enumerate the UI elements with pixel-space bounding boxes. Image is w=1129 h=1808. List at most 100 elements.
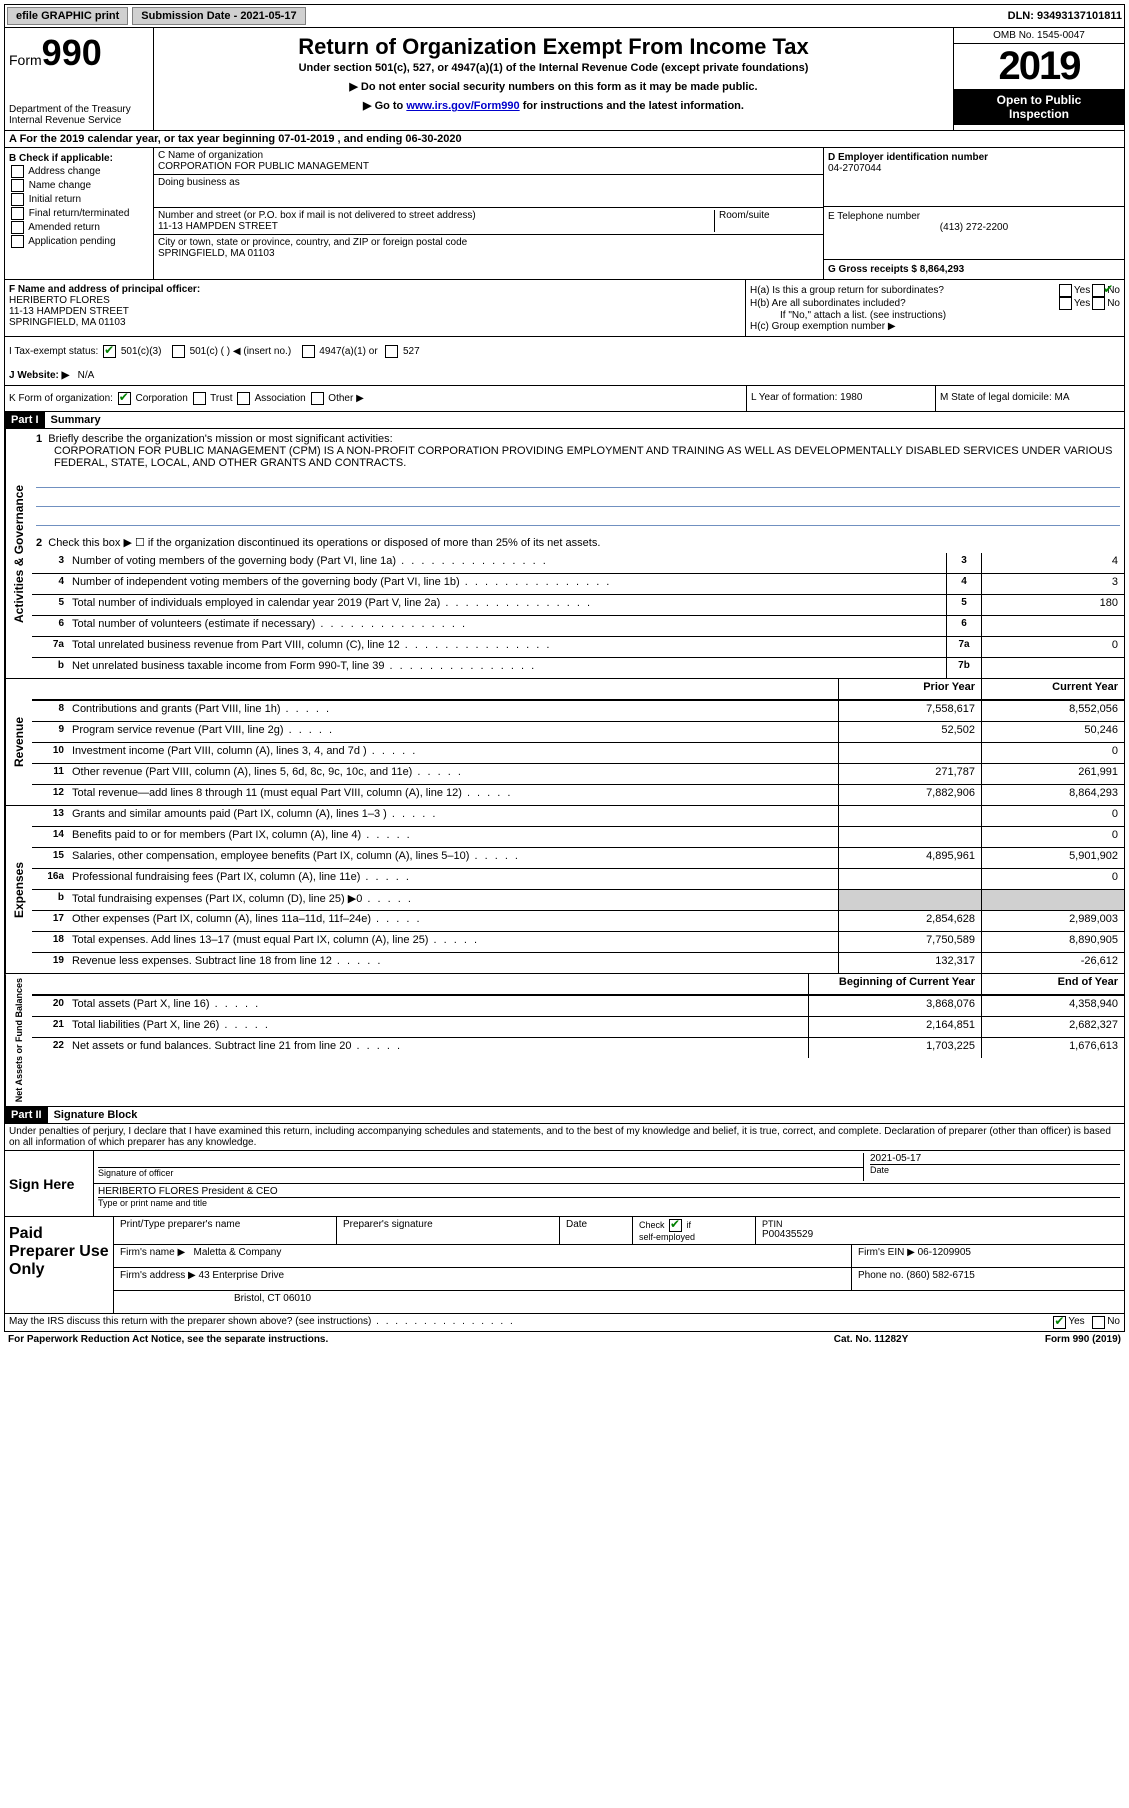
- table-row: 19 Revenue less expenses. Subtract line …: [32, 953, 1124, 973]
- officer-name-title: HERIBERTO FLORES President & CEO: [98, 1186, 1120, 1197]
- cat-number: Cat. No. 11282Y: [771, 1334, 971, 1345]
- vlabel-ag: Activities & Governance: [5, 429, 32, 678]
- discuss-row: May the IRS discuss this return with the…: [4, 1314, 1125, 1332]
- prep-date-label: Date: [560, 1217, 633, 1244]
- checkbox-amended[interactable]: [11, 221, 24, 234]
- bcy-header: Beginning of Current Year: [808, 974, 981, 994]
- efile-print-button[interactable]: efile GRAPHIC print: [7, 7, 128, 25]
- checkbox-501c[interactable]: [172, 345, 185, 358]
- table-row: 16a Professional fundraising fees (Part …: [32, 869, 1124, 890]
- checkbox-corp[interactable]: [118, 392, 131, 405]
- checkbox-4947[interactable]: [302, 345, 315, 358]
- vlabel-net: Net Assets or Fund Balances: [5, 974, 32, 1106]
- form-word: Form: [9, 52, 42, 68]
- prior-year-header: Prior Year: [838, 679, 981, 699]
- table-row: 13 Grants and similar amounts paid (Part…: [32, 806, 1124, 827]
- table-row: 7a Total unrelated business revenue from…: [32, 637, 1124, 658]
- ein-label: D Employer identification number: [828, 152, 988, 163]
- sig-date-label: Date: [870, 1164, 1120, 1175]
- pra-notice: For Paperwork Reduction Act Notice, see …: [8, 1334, 771, 1345]
- vlabel-expenses: Expenses: [5, 806, 32, 973]
- firm-ein: 06-1209905: [918, 1247, 971, 1258]
- group-return-info: H(a) Is this a group return for subordin…: [745, 280, 1124, 336]
- current-year-header: Current Year: [981, 679, 1124, 699]
- city-state-zip: SPRINGFIELD, MA 01103: [158, 248, 819, 259]
- checkbox-final-return[interactable]: [11, 207, 24, 220]
- header-left: Form990 Department of the Treasury Inter…: [5, 28, 154, 130]
- dln-label: DLN: 93493137101811: [1008, 10, 1122, 22]
- tax-year: 2019: [954, 44, 1124, 89]
- header-mid: Return of Organization Exempt From Incom…: [154, 28, 953, 130]
- subtitle-2: ▶ Do not enter social security numbers o…: [158, 80, 949, 93]
- checkbox-address-change[interactable]: [11, 165, 24, 178]
- officer-info: F Name and address of principal officer:…: [5, 280, 745, 336]
- row-j-website: J Website: ▶ N/A: [4, 366, 1125, 386]
- checkbox-initial-return[interactable]: [11, 193, 24, 206]
- perjury-declaration: Under penalties of perjury, I declare th…: [4, 1124, 1125, 1151]
- submission-date-button[interactable]: Submission Date - 2021-05-17: [132, 7, 305, 25]
- table-row: 22 Net assets or fund balances. Subtract…: [32, 1038, 1124, 1058]
- table-row: 17 Other expenses (Part IX, column (A), …: [32, 911, 1124, 932]
- table-row: b Net unrelated business taxable income …: [32, 658, 1124, 678]
- row-klm: K Form of organization: Corporation Trus…: [4, 386, 1125, 412]
- sig-officer-label: Signature of officer: [98, 1167, 863, 1178]
- year-formation: L Year of formation: 1980: [747, 386, 936, 411]
- firm-name: Maletta & Company: [194, 1247, 282, 1258]
- telephone-value: (413) 272-2200: [828, 222, 1120, 233]
- table-row: 11 Other revenue (Part VIII, column (A),…: [32, 764, 1124, 785]
- checkbox-527[interactable]: [385, 345, 398, 358]
- telephone-label: E Telephone number: [828, 211, 1120, 222]
- table-row: 14 Benefits paid to or for members (Part…: [32, 827, 1124, 848]
- firm-address2: Bristol, CT 06010: [114, 1291, 1124, 1313]
- checkbox-discuss-yes[interactable]: [1053, 1316, 1066, 1329]
- street-address: 11-13 HAMPDEN STREET: [158, 221, 714, 232]
- checkbox-self-employed[interactable]: [669, 1219, 682, 1232]
- addr-label: Number and street (or P.O. box if mail i…: [158, 210, 714, 221]
- prep-sig-label: Preparer's signature: [337, 1217, 560, 1244]
- subtitle-3: ▶ Go to www.irs.gov/Form990 for instruct…: [158, 99, 949, 112]
- checkbox-trust[interactable]: [193, 392, 206, 405]
- check-self-employed: Check ifself-employed: [633, 1217, 756, 1244]
- table-row: 18 Total expenses. Add lines 13–17 (must…: [32, 932, 1124, 953]
- table-row: 6 Total number of volunteers (estimate i…: [32, 616, 1124, 637]
- checkbox-hb-no[interactable]: [1092, 297, 1105, 310]
- net-assets-section: Net Assets or Fund Balances Beginning of…: [4, 974, 1125, 1107]
- col-c-org-info: C Name of organization CORPORATION FOR P…: [154, 148, 823, 279]
- part2-header: Part II Signature Block: [4, 1107, 1125, 1124]
- checkbox-501c3[interactable]: [103, 345, 116, 358]
- room-suite-label: Room/suite: [714, 210, 819, 232]
- type-print-label: Type or print name and title: [98, 1197, 1120, 1208]
- state-domicile: M State of legal domicile: MA: [936, 386, 1124, 411]
- dept-treasury: Department of the Treasury: [9, 104, 149, 115]
- row-fh: F Name and address of principal officer:…: [4, 280, 1125, 337]
- ein-value: 04-2707044: [828, 163, 1120, 174]
- table-row: 3 Number of voting members of the govern…: [32, 553, 1124, 574]
- table-row: 21 Total liabilities (Part X, line 26) 2…: [32, 1017, 1124, 1038]
- checkbox-assoc[interactable]: [237, 392, 250, 405]
- city-label: City or town, state or province, country…: [158, 237, 819, 248]
- checkbox-discuss-no[interactable]: [1092, 1316, 1105, 1329]
- checkbox-ha-yes[interactable]: [1059, 284, 1072, 297]
- checkbox-hb-yes[interactable]: [1059, 297, 1072, 310]
- sign-here-label: Sign Here: [5, 1151, 94, 1216]
- subtitle-1: Under section 501(c), 527, or 4947(a)(1)…: [158, 62, 949, 74]
- form-title: Return of Organization Exempt From Incom…: [158, 34, 949, 60]
- table-row: b Total fundraising expenses (Part IX, c…: [32, 890, 1124, 911]
- row-a-tax-year: A For the 2019 calendar year, or tax yea…: [4, 131, 1125, 148]
- sign-here-block: Sign Here Signature of officer 2021-05-1…: [4, 1151, 1125, 1217]
- table-row: 8 Contributions and grants (Part VIII, l…: [32, 701, 1124, 722]
- table-row: 12 Total revenue—add lines 8 through 11 …: [32, 785, 1124, 805]
- checkbox-other[interactable]: [311, 392, 324, 405]
- org-name-label: C Name of organization: [158, 150, 819, 161]
- checkbox-pending[interactable]: [11, 235, 24, 248]
- vlabel-revenue: Revenue: [5, 679, 32, 805]
- irs-link[interactable]: www.irs.gov/Form990: [406, 100, 519, 112]
- form-number: 990: [42, 32, 102, 73]
- activities-governance-section: Activities & Governance 1 Briefly descri…: [4, 429, 1125, 679]
- checkbox-name-change[interactable]: [11, 179, 24, 192]
- checkbox-ha-no[interactable]: [1092, 284, 1105, 297]
- mission-label: Briefly describe the organization's miss…: [48, 433, 392, 445]
- footer: For Paperwork Reduction Act Notice, see …: [4, 1332, 1125, 1347]
- line2-text: Check this box ▶ ☐ if the organization d…: [48, 537, 600, 549]
- col-b-checkboxes: B Check if applicable: Address change Na…: [5, 148, 154, 279]
